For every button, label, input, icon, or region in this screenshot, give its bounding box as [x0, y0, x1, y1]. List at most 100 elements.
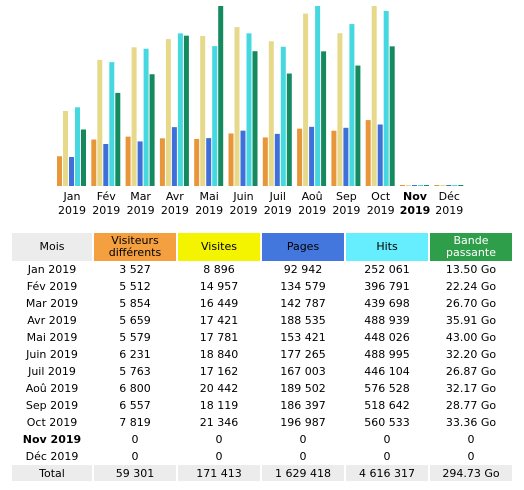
bar — [418, 185, 423, 186]
table-row: Sep 2019 6 557 18 119 186 397 518 642 28.77 G… — [12, 397, 512, 414]
value-cell: 167 003 — [280, 365, 326, 378]
chart — [57, 6, 464, 187]
bar — [286, 73, 292, 186]
value-cell: 448 026 — [364, 331, 410, 344]
value-cell: 35.91 Go — [445, 314, 497, 327]
table-row: Jan 2019 3 527 8 896 92 942 252 061 13.50 Go — [12, 261, 512, 278]
value-cell: 5 512 — [119, 280, 151, 293]
bar — [303, 13, 309, 187]
value-cell: 196 987 — [280, 416, 326, 429]
bar — [446, 185, 452, 186]
value-cell: 186 397 — [280, 399, 326, 412]
bar — [377, 124, 383, 186]
total-cell: 1 629 418 — [262, 465, 344, 481]
value-cell: 0 — [131, 450, 139, 463]
value-cell: 17 421 — [199, 314, 239, 327]
bar — [234, 27, 240, 186]
month-cell: Mai 2019 — [26, 331, 78, 344]
value-cell: 518 642 — [364, 399, 410, 412]
bar — [206, 138, 212, 186]
bar — [252, 51, 258, 186]
value-cell: 188 535 — [280, 314, 326, 327]
total-cell: 59 301 — [94, 465, 176, 481]
value-cell: 0 — [215, 433, 223, 446]
value-cell: 396 791 — [364, 280, 410, 293]
value-cell: 26.87 Go — [445, 365, 497, 378]
bar — [240, 130, 246, 186]
month-cell: Sep 2019 — [25, 399, 79, 412]
bar — [434, 185, 440, 186]
value-cell: 5 579 — [119, 331, 151, 344]
x-tick-label: Mar 2019 — [126, 190, 155, 217]
bar — [194, 138, 200, 186]
value-cell: 0 — [299, 450, 307, 463]
value-cell: 22.24 Go — [445, 280, 497, 293]
value-cell: 0 — [215, 450, 223, 463]
table: Mois Visiteurs différents Visites Pages Hits… — [10, 233, 514, 481]
value-cell: 0 — [467, 450, 475, 463]
month-cell: Nov 2019 — [22, 433, 82, 446]
value-cell: 18 119 — [199, 399, 239, 412]
bar — [262, 137, 268, 186]
value-cell: 16 449 — [199, 297, 239, 310]
value-cell: 0 — [131, 433, 139, 446]
bar — [321, 51, 327, 186]
value-cell: 43.00 Go — [445, 331, 497, 344]
value-cell: 0 — [383, 433, 391, 446]
bar — [183, 35, 189, 186]
x-tick-label: Sep 2019 — [332, 190, 361, 217]
header-cell: Visites — [178, 233, 260, 261]
bar — [149, 74, 155, 186]
month-cell: Fév 2019 — [26, 280, 78, 293]
bar — [371, 6, 377, 186]
bar — [125, 136, 131, 186]
month-cell: Mar 2019 — [25, 297, 79, 310]
month-cell: Oct 2019 — [26, 416, 78, 429]
bar — [228, 133, 234, 186]
value-cell: 18 840 — [199, 348, 239, 361]
value-cell: 6 231 — [119, 348, 151, 361]
value-cell: 17 162 — [199, 365, 239, 378]
bar — [383, 10, 389, 186]
bar — [452, 185, 458, 186]
bar — [458, 185, 464, 186]
table-row: Déc 2019 0 0 0 0 0 — [12, 448, 512, 465]
header-cell: Pages — [262, 233, 344, 261]
bar — [171, 127, 177, 186]
bar — [331, 130, 337, 186]
bar — [103, 143, 109, 186]
bar — [57, 156, 62, 186]
x-tick-label: Nov 2019 — [399, 190, 431, 217]
value-cell: 177 265 — [280, 348, 326, 361]
total-cell: 4 616 317 — [346, 465, 428, 481]
table-row: Oct 2019 7 819 21 346 196 987 560 533 33.36 G… — [12, 414, 512, 431]
bar — [274, 133, 280, 186]
value-cell: 14 957 — [199, 280, 239, 293]
total-row: Total 59 301 171 413 1 629 418 4 616 317 294.… — [12, 465, 512, 481]
value-cell: 153 421 — [280, 331, 326, 344]
bar — [337, 33, 343, 186]
bar — [280, 46, 286, 187]
bar — [424, 185, 429, 186]
value-cell: 21 346 — [199, 416, 239, 429]
bar — [440, 185, 446, 186]
bar — [75, 107, 80, 186]
bar — [268, 41, 274, 186]
bar — [137, 141, 143, 186]
value-cell: 5 763 — [119, 365, 151, 378]
table-row: Nov 2019 0 0 0 0 0 — [12, 431, 512, 448]
value-cell: 142 787 — [280, 297, 326, 310]
bar — [212, 46, 218, 186]
month-cell: Avr 2019 — [27, 314, 77, 327]
bar — [91, 139, 97, 186]
header-cell: Hits — [346, 233, 428, 261]
value-cell: 488 939 — [364, 314, 410, 327]
x-tick-label: Jan 2019 — [58, 190, 86, 217]
month-cell: Aoû 2019 — [25, 382, 79, 395]
bar — [63, 110, 68, 186]
header-cell: Mois — [12, 233, 92, 261]
bar — [389, 46, 395, 187]
value-cell: 6 557 — [119, 399, 151, 412]
table-row: Juin 2019 6 231 18 840 177 265 488 995 32.20 … — [12, 346, 512, 363]
